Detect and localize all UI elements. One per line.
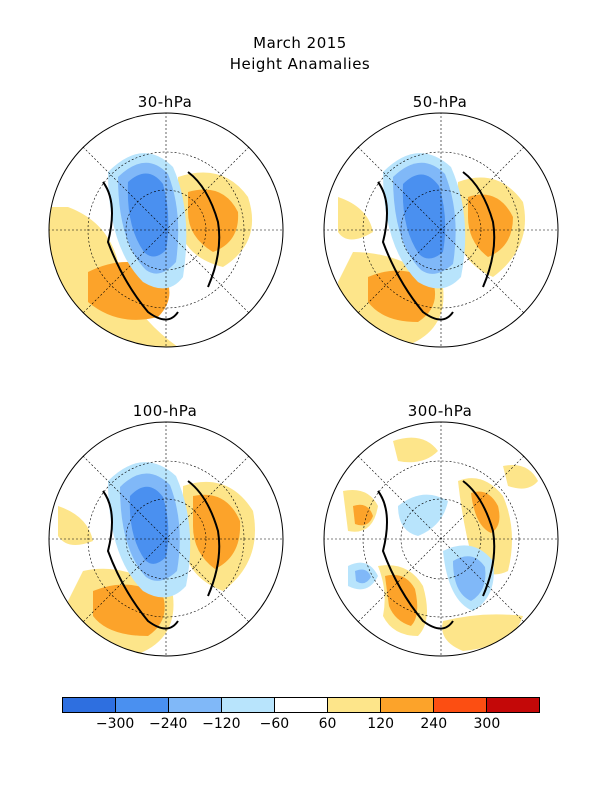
panel-label-300hpa: 300-hPa (407, 402, 473, 420)
colorbar-swatch (328, 698, 381, 712)
colorbar-tick-label: −60 (259, 716, 290, 732)
positive-anomaly-region (338, 197, 373, 240)
negative-anomaly-region (453, 556, 486, 601)
colorbar-swatch (116, 698, 169, 712)
colorbar-swatch (487, 698, 539, 712)
negative-anomaly-region (398, 494, 448, 536)
chart-title-line1: March 2015 (253, 34, 347, 52)
colorbar-tick-label: −300 (95, 716, 135, 732)
positive-anomaly-region (188, 189, 239, 252)
colorbar (62, 697, 540, 713)
positive-anomaly-region (503, 465, 538, 489)
positive-anomaly-region (193, 494, 241, 569)
polar-map-300hpa (323, 421, 559, 657)
colorbar-tick-label: 120 (367, 716, 395, 732)
colorbar-tick-label: 300 (473, 716, 501, 732)
positive-anomaly-region (58, 506, 93, 545)
polar-map-100hpa (48, 421, 284, 657)
positive-anomaly-region (393, 437, 438, 463)
negative-anomaly-region (355, 569, 371, 584)
panel-label-50hpa: 50-hPa (412, 93, 468, 111)
colorbar-tick-label: −240 (148, 716, 188, 732)
colorbar-swatch (222, 698, 275, 712)
colorbar-tick-label: −120 (202, 716, 241, 732)
negative-anomaly-region (129, 486, 169, 564)
positive-anomaly-region (442, 614, 523, 651)
colorbar-swatch (381, 698, 434, 712)
positive-anomaly-region (93, 584, 165, 636)
polar-map-30hpa (48, 112, 284, 348)
colorbar-swatch (169, 698, 222, 712)
chart-title-line2: Height Anamalies (229, 55, 371, 73)
colorbar-tick-label: 240 (420, 716, 448, 732)
polar-map-50hpa (323, 112, 559, 348)
panel-label-100hpa: 100-hPa (132, 402, 198, 420)
negative-anomaly-region (402, 174, 446, 259)
colorbar-tick-label: 60 (318, 716, 337, 732)
positive-anomaly-region (468, 194, 513, 257)
positive-anomaly-region (353, 504, 373, 526)
panel-label-30hpa: 30-hPa (137, 93, 193, 111)
positive-anomaly-region (385, 574, 418, 626)
positive-anomaly-region (368, 270, 436, 322)
colorbar-swatch (434, 698, 487, 712)
colorbar-swatch (63, 698, 116, 712)
negative-anomaly-region (127, 173, 169, 257)
colorbar-swatch (275, 698, 328, 712)
